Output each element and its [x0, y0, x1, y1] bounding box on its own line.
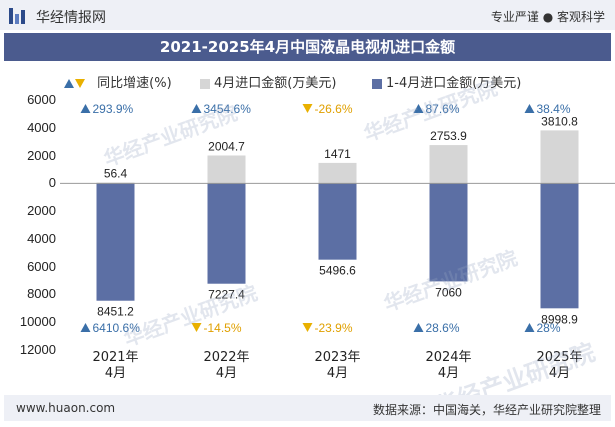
down-triangle-icon: [302, 104, 313, 113]
data-label-april: 56.4: [104, 167, 128, 181]
bar-ytd: [96, 183, 135, 301]
legend-ytd-label: 1-4月进口金额(万美元): [386, 76, 522, 91]
legend-april-swatch: [200, 78, 210, 89]
chart-legend: 同比增速(%) 4月进口金额(万美元) 1-4月进口金额(万美元): [0, 72, 615, 91]
tagline: 专业严谨 ● 客观科学: [490, 10, 605, 24]
y-tick-label: 0: [48, 175, 56, 191]
data-label-ytd: 8451.2: [97, 305, 134, 319]
up-triangle-icon: [80, 104, 91, 113]
y-tick-label: 4000: [27, 119, 56, 135]
y-tick-label: 12000: [19, 342, 56, 357]
data-label-april: 2004.7: [208, 139, 245, 153]
yoy-ytd-label: -23.9%: [315, 321, 353, 335]
y-tick-label: 10000: [19, 314, 56, 330]
x-tick-label: 2024年 4月: [425, 350, 472, 381]
x-tick-label: 2023年 4月: [314, 350, 361, 381]
bar-april: [429, 145, 468, 184]
header-bar: 华经情报网 专业严谨 ● 客观科学: [0, 0, 615, 30]
site-url: www.huaon.com: [16, 401, 116, 415]
down-triangle-icon: [75, 79, 85, 88]
data-source: 数据来源：中国海关，华经产业研究院整理: [372, 403, 601, 417]
yoy-april-label: 3454.6%: [204, 102, 252, 116]
yoy-ytd-label: 6410.6%: [93, 321, 141, 335]
data-label-april: 2753.9: [430, 129, 467, 143]
data-label-ytd: 5496.6: [319, 264, 356, 278]
bar-ytd: [540, 183, 579, 309]
y-tick-label: 4000: [27, 230, 56, 246]
legend-ytd-swatch: [372, 78, 382, 89]
bar-april: [318, 162, 357, 184]
yoy-april-label: 293.9%: [93, 102, 134, 116]
chart-title: 2021-2025年4月中国液晶电视机进口金额: [4, 33, 611, 61]
up-triangle-icon: [191, 104, 202, 113]
legend-yoy: 同比增速(%): [64, 72, 172, 91]
data-label-ytd: 7227.4: [208, 288, 245, 302]
bar-april: [207, 155, 246, 184]
chart-plot: 56.4 8451.2 293.9% 6410.6% 2004.7 7227.4 3454.…: [60, 102, 615, 335]
up-triangle-icon: [524, 104, 535, 113]
yoy-april-label: 87.6%: [426, 102, 460, 116]
y-tick-label: 6000: [27, 258, 56, 274]
bar-ytd: [318, 183, 357, 260]
x-tick-label: 2022年 4月: [203, 350, 250, 381]
x-tick-label: 2025年 4月: [536, 350, 583, 381]
bar-april: [540, 130, 579, 184]
x-tick-label: 2021年 4月: [92, 350, 139, 381]
y-tick-label: 2000: [27, 147, 56, 163]
down-triangle-icon: [191, 323, 202, 332]
legend-yoy-label: 同比增速(%): [97, 76, 172, 91]
legend-april: 4月进口金额(万美元): [200, 72, 336, 91]
up-triangle-icon: [413, 323, 424, 332]
y-axis: 6000 4000 2000 0 2000 4000 6000 8000 10000 12000: [0, 92, 56, 357]
bar-ytd: [207, 183, 246, 284]
data-label-april: 3810.8: [541, 114, 578, 128]
brand-name: 华经情报网: [36, 10, 106, 26]
yoy-ytd-label: 28.6%: [426, 321, 460, 335]
data-label-ytd: 8998.9: [541, 312, 578, 326]
y-tick-label: 8000: [27, 286, 56, 302]
data-label-ytd: 7060: [435, 285, 462, 299]
logo-icon: [9, 8, 27, 24]
yoy-ytd-label: -14.5%: [204, 321, 242, 335]
data-label-april: 1471: [324, 147, 351, 161]
up-triangle-icon: [413, 104, 424, 113]
y-tick-label: 6000: [27, 92, 56, 107]
bar-ytd: [429, 183, 468, 282]
yoy-ytd-label: 28%: [537, 321, 561, 335]
y-tick-label: 2000: [27, 203, 56, 219]
down-triangle-icon: [302, 323, 313, 332]
yoy-april-label: -26.6%: [315, 102, 353, 116]
legend-ytd: 1-4月进口金额(万美元): [372, 72, 521, 91]
legend-april-label: 4月进口金额(万美元): [214, 76, 337, 91]
up-triangle-icon: [64, 79, 74, 88]
up-triangle-icon: [80, 323, 91, 332]
footer-bar: www.huaon.com 数据来源：中国海关，华经产业研究院整理: [4, 395, 611, 421]
yoy-april-label: 38.4%: [537, 102, 571, 116]
up-triangle-icon: [524, 323, 535, 332]
